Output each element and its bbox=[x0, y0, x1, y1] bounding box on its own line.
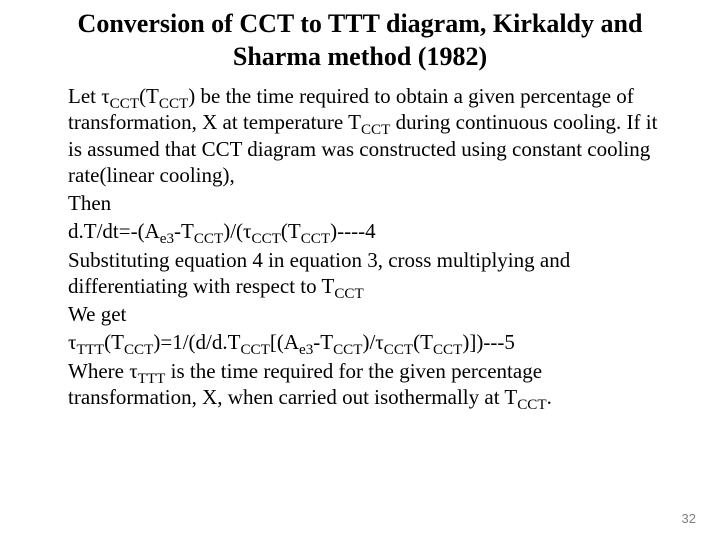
text: (T bbox=[413, 330, 433, 354]
text: )/τ bbox=[362, 330, 383, 354]
subscript-e3: e3 bbox=[299, 342, 313, 358]
text: d.T/dt=-(A bbox=[68, 219, 160, 243]
text: )----4 bbox=[330, 219, 375, 243]
page-number: 32 bbox=[682, 511, 696, 526]
text: )/(τ bbox=[223, 219, 251, 243]
text: (T bbox=[104, 330, 124, 354]
subscript-cct: CCT bbox=[301, 231, 330, 247]
subscript-cct: CCT bbox=[517, 397, 546, 413]
paragraph-2: Then bbox=[68, 190, 660, 216]
subscript-cct: CCT bbox=[240, 342, 269, 358]
subscript-cct: CCT bbox=[384, 342, 413, 358]
slide: Conversion of CCT to TTT diagram, Kirkal… bbox=[0, 0, 720, 540]
paragraph-4: Substituting equation 4 in equation 3, c… bbox=[68, 247, 660, 300]
text: Substituting equation 4 in equation 3, c… bbox=[68, 248, 570, 298]
text: Let τ bbox=[68, 84, 110, 108]
slide-body: Let τCCT(TCCT) be the time required to o… bbox=[50, 83, 670, 410]
text: (T bbox=[281, 219, 301, 243]
text: Where τ bbox=[68, 359, 138, 383]
subscript-cct: CCT bbox=[194, 231, 223, 247]
paragraph-5: We get bbox=[68, 301, 660, 327]
text: [(A bbox=[270, 330, 299, 354]
subscript-cct: CCT bbox=[333, 342, 362, 358]
subscript-cct: CCT bbox=[334, 286, 363, 302]
subscript-cct: CCT bbox=[252, 231, 281, 247]
paragraph-1: Let τCCT(TCCT) be the time required to o… bbox=[68, 83, 660, 188]
subscript-cct: CCT bbox=[433, 342, 462, 358]
text: is the time required for the given perce… bbox=[68, 359, 542, 409]
text: )=1/(d/d.T bbox=[153, 330, 240, 354]
text: (T bbox=[139, 84, 159, 108]
subscript-e3: e3 bbox=[160, 231, 174, 247]
text: -T bbox=[174, 219, 194, 243]
paragraph-3: d.T/dt=-(Ae3-TCCT)/(τCCT(TCCT)----4 bbox=[68, 218, 660, 244]
paragraph-6: τTTT(TCCT)=1/(d/d.TCCT[(Ae3-TCCT)/τCCT(T… bbox=[68, 329, 660, 355]
slide-title: Conversion of CCT to TTT diagram, Kirkal… bbox=[50, 8, 670, 73]
text: . bbox=[547, 385, 552, 409]
text: -T bbox=[313, 330, 333, 354]
subscript-cct: CCT bbox=[124, 342, 153, 358]
subscript-ttt: TTT bbox=[76, 342, 104, 358]
text: )])---5 bbox=[462, 330, 514, 354]
paragraph-7: Where τTTT is the time required for the … bbox=[68, 358, 660, 411]
